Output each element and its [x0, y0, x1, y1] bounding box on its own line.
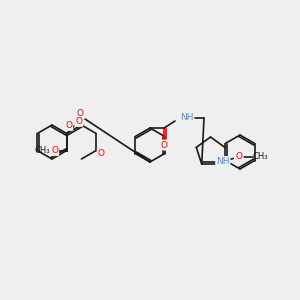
Text: NH: NH: [216, 157, 230, 166]
Text: O: O: [98, 149, 105, 158]
Text: O: O: [236, 152, 243, 161]
Text: CH₃: CH₃: [253, 152, 268, 161]
Text: CH₃: CH₃: [35, 146, 50, 155]
Text: O: O: [160, 140, 167, 149]
Text: O: O: [51, 146, 58, 155]
Text: NH: NH: [180, 113, 194, 122]
Text: O: O: [75, 117, 82, 126]
Text: O: O: [65, 121, 72, 130]
Text: O: O: [77, 110, 84, 118]
